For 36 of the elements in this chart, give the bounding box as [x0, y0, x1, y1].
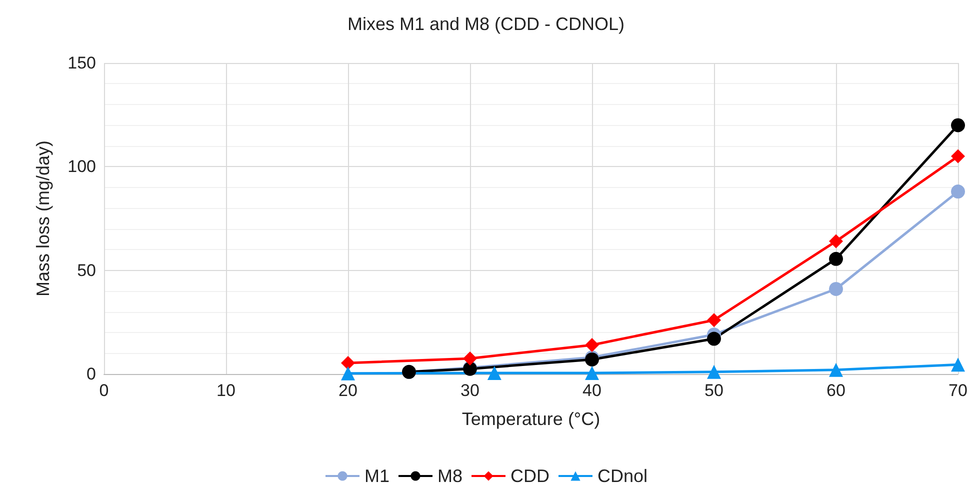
- y-tick-label: 0: [86, 364, 96, 384]
- point: [829, 234, 843, 248]
- point: [707, 313, 721, 328]
- point: [707, 332, 721, 346]
- point: [829, 252, 843, 266]
- y-tick-label: 100: [68, 157, 96, 176]
- x-tick-label: 60: [826, 381, 846, 400]
- chart-title: Mixes M1 and M8 (CDD - CDNOL): [347, 14, 625, 34]
- y-axis-title: Mass loss (mg/day): [33, 140, 53, 297]
- legend-label: M1: [364, 466, 390, 486]
- point: [585, 338, 599, 352]
- legend-label: CDD: [510, 466, 550, 486]
- point: [707, 364, 721, 379]
- point: [341, 356, 355, 370]
- point: [463, 351, 477, 366]
- point: [341, 366, 355, 380]
- point: [585, 366, 599, 380]
- x-tick-label: 70: [948, 381, 968, 400]
- point: [951, 149, 965, 164]
- x-axis-title: Temperature (°C): [462, 409, 600, 429]
- y-tick-label: 150: [68, 54, 96, 72]
- legend-label: CDnol: [597, 466, 648, 486]
- x-tick-label: 20: [338, 381, 358, 400]
- legend-label: M8: [437, 466, 463, 486]
- point: [951, 358, 965, 372]
- point: [829, 282, 843, 296]
- x-tick-label: 0: [99, 381, 109, 400]
- x-tick-label: 40: [582, 381, 602, 400]
- y-tick-label: 50: [77, 260, 96, 280]
- x-tick-label: 50: [704, 381, 724, 400]
- x-tick-label: 10: [216, 381, 236, 400]
- point: [829, 362, 843, 377]
- point: [951, 184, 965, 199]
- point: [951, 118, 965, 132]
- point: [487, 366, 502, 380]
- x-tick-label: 30: [460, 381, 480, 400]
